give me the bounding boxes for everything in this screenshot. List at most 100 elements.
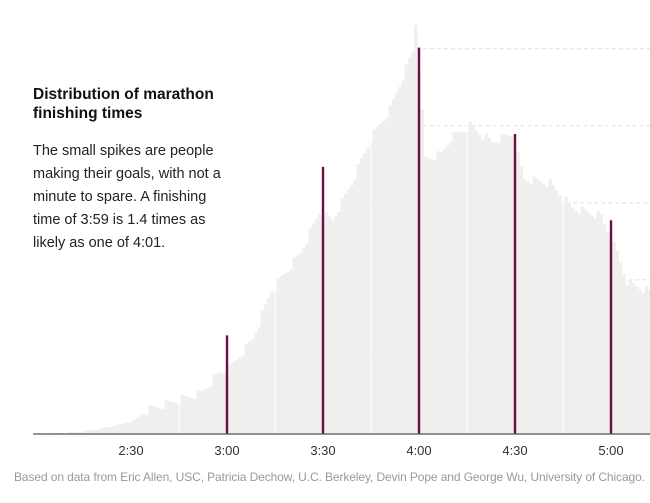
histogram-bar bbox=[523, 179, 527, 434]
histogram-bar bbox=[81, 432, 85, 434]
histogram-bar bbox=[315, 218, 319, 434]
histogram-bar bbox=[436, 151, 440, 434]
histogram-bar bbox=[340, 197, 344, 434]
histogram-bar bbox=[551, 184, 556, 434]
histogram-bar bbox=[359, 158, 364, 434]
histogram-bar bbox=[180, 394, 184, 434]
histogram-bar bbox=[599, 214, 604, 434]
histogram-bar bbox=[299, 253, 303, 434]
histogram-bar bbox=[148, 405, 152, 434]
histogram-bar bbox=[366, 147, 370, 435]
histogram-bar bbox=[327, 216, 332, 434]
histogram-bar bbox=[353, 179, 357, 434]
histogram-bar bbox=[68, 432, 72, 434]
histogram-bar bbox=[289, 269, 293, 434]
histogram-bar bbox=[615, 251, 620, 434]
histogram-bar bbox=[215, 373, 220, 434]
histogram-bar bbox=[87, 430, 92, 434]
x-tick-label: 4:30 bbox=[502, 443, 527, 458]
histogram-bar bbox=[235, 360, 239, 434]
histogram-bar bbox=[203, 389, 207, 434]
histogram-bar bbox=[231, 362, 236, 434]
histogram-bar bbox=[481, 139, 485, 435]
histogram-bar bbox=[401, 80, 405, 434]
histogram-bar bbox=[174, 403, 178, 434]
histogram-bar bbox=[606, 233, 610, 434]
histogram-bar bbox=[356, 164, 360, 435]
x-tick-label: 5:00 bbox=[598, 443, 623, 458]
histogram-bar bbox=[283, 273, 287, 434]
histogram-bar bbox=[593, 218, 597, 434]
chart-title: Distribution of marathon finishing times bbox=[33, 86, 214, 122]
histogram-bar bbox=[135, 417, 140, 434]
histogram-bar bbox=[590, 215, 594, 434]
histogram-bar bbox=[295, 255, 300, 434]
histogram-bar bbox=[308, 228, 312, 434]
histogram-bar bbox=[244, 343, 248, 434]
histogram-bar bbox=[484, 133, 488, 434]
histogram-bar bbox=[286, 271, 290, 434]
histogram-bar bbox=[123, 423, 127, 434]
histogram-bar bbox=[206, 388, 210, 434]
histogram-bar bbox=[119, 423, 124, 434]
histogram-bar bbox=[267, 298, 271, 434]
histogram-bar bbox=[331, 220, 335, 434]
histogram-bars bbox=[36, 25, 650, 435]
histogram-bar bbox=[110, 426, 114, 434]
histogram-bar bbox=[558, 195, 562, 434]
histogram-bar bbox=[107, 427, 111, 434]
histogram-bar bbox=[439, 152, 444, 434]
histogram-bar bbox=[196, 389, 200, 434]
histogram-bar bbox=[305, 243, 309, 434]
histogram-bar bbox=[446, 145, 450, 435]
vertical-gridlines bbox=[178, 119, 564, 434]
histogram-bar bbox=[379, 123, 383, 434]
histogram-bar bbox=[334, 216, 338, 434]
histogram-bar bbox=[430, 159, 434, 434]
histogram-bar bbox=[622, 274, 626, 434]
histogram-bar bbox=[494, 142, 498, 434]
histogram-bar bbox=[459, 131, 463, 435]
histogram-bar bbox=[375, 126, 380, 434]
histogram-bar bbox=[455, 131, 460, 435]
histogram-bar bbox=[631, 282, 636, 434]
histogram-bar bbox=[471, 126, 476, 434]
chart-description: The small spikes are people making their… bbox=[33, 143, 221, 251]
histogram-bar bbox=[647, 289, 650, 434]
histogram-bar bbox=[388, 105, 392, 434]
x-tick-label: 4:00 bbox=[406, 443, 431, 458]
spike-lines bbox=[225, 47, 613, 434]
histogram-bar bbox=[398, 86, 402, 434]
histogram-bar bbox=[337, 212, 341, 434]
histogram-bar bbox=[478, 134, 482, 434]
x-tick-label: 3:30 bbox=[310, 443, 335, 458]
histogram-bar bbox=[171, 402, 175, 434]
histogram-bar bbox=[129, 422, 133, 434]
histogram-bar bbox=[577, 213, 581, 434]
histogram-bar bbox=[385, 118, 389, 434]
histogram-bar bbox=[161, 409, 165, 434]
histogram-bar bbox=[443, 149, 447, 435]
histogram-bar bbox=[363, 153, 367, 434]
histogram-bar bbox=[193, 399, 197, 434]
histogram-bar bbox=[452, 131, 456, 435]
histogram-bar bbox=[587, 212, 591, 434]
histogram-bar bbox=[145, 415, 149, 434]
histogram-bar bbox=[324, 212, 328, 434]
histogram-bar bbox=[158, 408, 162, 434]
histogram-bar bbox=[318, 214, 322, 434]
histogram-bar bbox=[247, 341, 252, 434]
histogram-bar bbox=[516, 152, 520, 434]
histogram-bar bbox=[113, 426, 117, 434]
histogram-bar bbox=[228, 364, 232, 434]
histogram-bar bbox=[199, 390, 204, 434]
histogram-bar bbox=[475, 130, 479, 434]
histogram-bar bbox=[526, 181, 530, 434]
histogram-bar bbox=[270, 292, 274, 434]
source-note: Based on data from Eric Allen, USC, Patr… bbox=[14, 470, 645, 484]
histogram-bar bbox=[100, 427, 104, 434]
histogram-bar bbox=[222, 373, 226, 434]
histogram-bar bbox=[545, 186, 549, 434]
histogram-bar bbox=[209, 386, 213, 434]
histogram-bar bbox=[372, 129, 376, 435]
